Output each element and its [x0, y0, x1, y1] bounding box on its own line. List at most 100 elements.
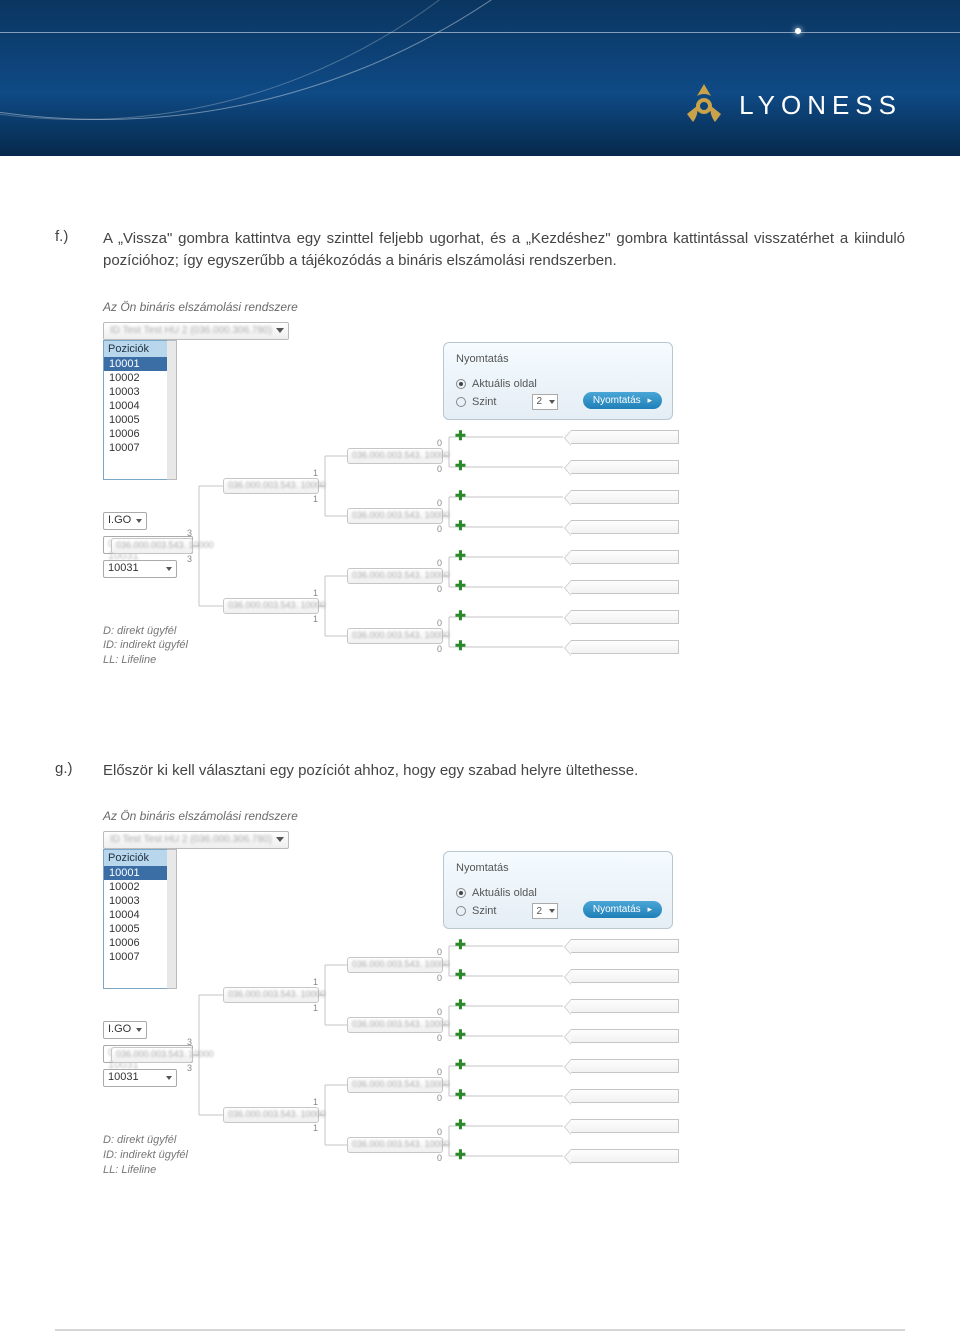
binary-tree: 036.000.003.543. 1000033036.000.003.543.…: [103, 420, 683, 670]
member-dropdown[interactable]: ID Test Test HU 2 (036.000.306.780): [103, 322, 289, 340]
print-button-label: Nyomtatás: [593, 904, 641, 915]
add-icon[interactable]: ✚: [455, 521, 466, 532]
add-icon[interactable]: ✚: [455, 581, 466, 592]
print-button[interactable]: Nyomtatás: [583, 392, 662, 409]
add-icon[interactable]: ✚: [455, 1060, 466, 1071]
position-item[interactable]: 10002: [104, 371, 167, 385]
tree-node[interactable]: 036.000.003.543. 10000: [223, 478, 319, 494]
leaf-slot[interactable]: [571, 490, 679, 504]
logo-mark-icon: [681, 82, 727, 128]
level-select[interactable]: 2: [532, 903, 558, 919]
leaf-slot[interactable]: [571, 1119, 679, 1133]
node-count: 1: [313, 977, 318, 987]
tree-node[interactable]: 036.000.003.543. 10000: [111, 1047, 193, 1063]
position-item[interactable]: 10004: [104, 908, 167, 922]
add-icon[interactable]: ✚: [455, 1090, 466, 1101]
tree-node[interactable]: 036.000.003.543. 10000: [347, 628, 443, 644]
print-opt-current: Aktuális oldal: [472, 378, 537, 390]
add-icon[interactable]: ✚: [455, 1150, 466, 1161]
tree-node[interactable]: 036.000.003.543. 10000: [223, 1107, 319, 1123]
leaf-slot[interactable]: [571, 640, 679, 654]
member-dropdown[interactable]: ID Test Test HU 2 (036.000.306.780): [103, 831, 289, 849]
node-count: 1: [313, 1003, 318, 1013]
tree-node[interactable]: 036.000.003.543. 10000: [223, 598, 319, 614]
add-icon[interactable]: ✚: [455, 970, 466, 981]
item-text: Először ki kell választani egy pozíciót …: [103, 760, 905, 782]
tree-node[interactable]: 036.000.003.543. 10000: [347, 508, 443, 524]
node-count: 0: [437, 438, 442, 448]
leaf-slot[interactable]: [571, 1149, 679, 1163]
tree-node[interactable]: 036.000.003.543. 10000: [347, 957, 443, 973]
level-value: 2: [536, 396, 542, 407]
tree-node[interactable]: 036.000.003.543. 10000: [347, 448, 443, 464]
leaf-slot[interactable]: [571, 460, 679, 474]
node-count: 0: [437, 973, 442, 983]
node-count: 0: [437, 1153, 442, 1163]
add-icon[interactable]: ✚: [455, 461, 466, 472]
position-item[interactable]: 10003: [104, 894, 167, 908]
node-count: 1: [313, 468, 318, 478]
print-opt-current-row[interactable]: Aktuális oldal: [456, 375, 660, 393]
leaf-slot[interactable]: [571, 939, 679, 953]
tree-node[interactable]: 036.000.003.543. 10000: [111, 538, 193, 554]
node-count: 1: [313, 1123, 318, 1133]
leaf-slot[interactable]: [571, 999, 679, 1013]
position-item[interactable]: 10001: [104, 357, 167, 371]
item-label: f.): [55, 228, 85, 272]
tree-node[interactable]: 036.000.003.543. 10000: [347, 568, 443, 584]
leaf-slot[interactable]: [571, 520, 679, 534]
position-item[interactable]: 10003: [104, 385, 167, 399]
figure-caption: Az Ön bináris elszámolási rendszere: [103, 809, 683, 823]
node-count: 0: [437, 1127, 442, 1137]
leaf-slot[interactable]: [571, 1089, 679, 1103]
position-item[interactable]: 10001: [104, 866, 167, 880]
level-select[interactable]: 2: [532, 394, 558, 410]
node-count: 0: [437, 584, 442, 594]
page-banner: LYONESS: [0, 0, 960, 156]
radio-level-icon[interactable]: [456, 906, 466, 916]
add-icon[interactable]: ✚: [455, 1000, 466, 1011]
position-item[interactable]: 10004: [104, 399, 167, 413]
node-count: 1: [313, 588, 318, 598]
leaf-slot[interactable]: [571, 550, 679, 564]
tree-node[interactable]: 036.000.003.543. 10000: [347, 1017, 443, 1033]
radio-current-icon[interactable]: [456, 888, 466, 898]
print-button[interactable]: Nyomtatás: [583, 901, 662, 918]
item-label: g.): [55, 760, 85, 782]
leaf-slot[interactable]: [571, 969, 679, 983]
add-icon[interactable]: ✚: [455, 1120, 466, 1131]
tree-node[interactable]: 036.000.003.543. 10000: [347, 1137, 443, 1153]
node-count: 0: [437, 1033, 442, 1043]
tree-node[interactable]: 036.000.003.543. 10000: [347, 1077, 443, 1093]
node-count: 1: [313, 494, 318, 504]
add-icon[interactable]: ✚: [455, 641, 466, 652]
add-icon[interactable]: ✚: [455, 491, 466, 502]
radio-level-icon[interactable]: [456, 397, 466, 407]
tree-node[interactable]: 036.000.003.543. 10000: [223, 987, 319, 1003]
node-count: 0: [437, 1007, 442, 1017]
print-opt-current-row[interactable]: Aktuális oldal: [456, 884, 660, 902]
position-item[interactable]: 10002: [104, 880, 167, 894]
node-blur-text: 036.000.003.543. 10000: [348, 1078, 442, 1090]
positions-header: Poziciók: [104, 341, 167, 357]
leaf-slot[interactable]: [571, 1059, 679, 1073]
dropdown-value: ID Test Test HU 2 (036.000.306.780): [110, 325, 272, 336]
add-icon[interactable]: ✚: [455, 1030, 466, 1041]
radio-current-icon[interactable]: [456, 379, 466, 389]
node-blur-text: 036.000.003.543. 10000: [112, 1048, 192, 1060]
print-title: Nyomtatás: [456, 353, 660, 365]
leaf-slot[interactable]: [571, 430, 679, 444]
brand-name: LYONESS: [739, 90, 902, 121]
add-icon[interactable]: ✚: [455, 431, 466, 442]
add-icon[interactable]: ✚: [455, 611, 466, 622]
add-icon[interactable]: ✚: [455, 551, 466, 562]
leaf-slot[interactable]: [571, 610, 679, 624]
binary-tree: 036.000.003.543. 1000033036.000.003.543.…: [103, 929, 683, 1179]
node-blur-text: 036.000.003.543. 10000: [348, 958, 442, 970]
node-count: 3: [187, 1063, 192, 1073]
leaf-slot[interactable]: [571, 1029, 679, 1043]
node-count: 3: [187, 1037, 192, 1047]
dropdown-value: ID Test Test HU 2 (036.000.306.780): [110, 834, 272, 845]
add-icon[interactable]: ✚: [455, 940, 466, 951]
leaf-slot[interactable]: [571, 580, 679, 594]
